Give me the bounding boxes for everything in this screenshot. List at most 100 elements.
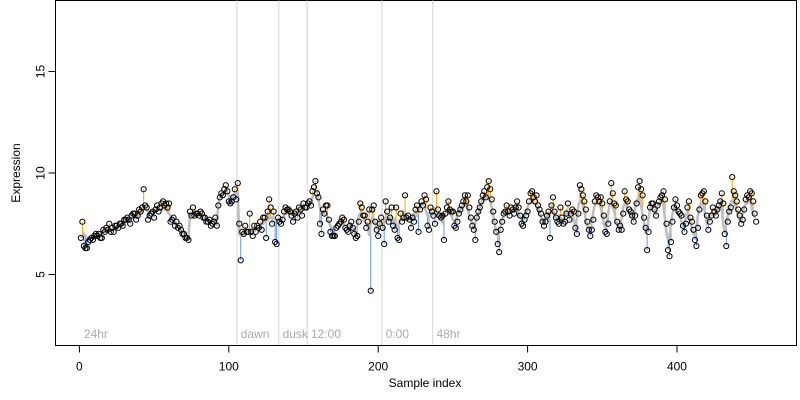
data-point [621, 188, 628, 195]
data-point [151, 214, 158, 221]
data-point [639, 192, 646, 199]
data-point [490, 208, 497, 215]
data-point [685, 198, 693, 205]
data-point [137, 208, 144, 215]
data-point [691, 236, 699, 244]
data-point [594, 194, 601, 201]
data-point [455, 210, 462, 217]
data-point [469, 222, 476, 229]
data-point [449, 208, 456, 215]
data-point [133, 216, 140, 223]
x-tick-label: 100 [219, 360, 239, 374]
data-point [263, 234, 270, 242]
data-point [575, 210, 582, 217]
data-point [397, 210, 404, 217]
data-point [533, 192, 540, 199]
data-point [658, 192, 666, 199]
data-point [215, 202, 222, 209]
data-point [422, 196, 430, 203]
data-point [705, 226, 712, 233]
data-point [180, 230, 188, 237]
data-point [106, 220, 113, 227]
data-point [289, 218, 297, 225]
data-point [488, 196, 495, 203]
data-point [348, 218, 355, 225]
data-point [660, 188, 667, 195]
data-point [310, 184, 318, 191]
segment-labels: 24hr dawn dusk 12:00 0:00 48hr [84, 327, 461, 341]
data-point [739, 216, 746, 223]
data-point [475, 208, 482, 215]
segment-label: 0:00 [386, 327, 410, 341]
data-point [582, 206, 589, 213]
data-point [393, 204, 400, 211]
data-point [723, 242, 730, 250]
data-point [410, 218, 418, 225]
data-point [750, 198, 757, 205]
data-point [735, 206, 742, 213]
data-point [712, 212, 719, 219]
data-point [726, 208, 733, 215]
data-point [162, 200, 170, 207]
data-point [325, 216, 332, 223]
data-point [720, 200, 727, 207]
data-point [714, 206, 721, 213]
data-point [369, 206, 376, 213]
plot-frame [55, 0, 797, 346]
data-point [398, 218, 406, 225]
data-point [703, 212, 710, 219]
data-point [245, 228, 252, 235]
data-point [700, 188, 707, 195]
y-axis: 5 10 15 [34, 65, 56, 278]
data-point [461, 192, 468, 199]
data-point [551, 208, 558, 215]
data-point [258, 226, 265, 233]
data-point [387, 214, 394, 221]
data-point [491, 218, 498, 225]
data-point [419, 202, 427, 209]
data-point [664, 247, 672, 254]
data-point [357, 200, 364, 207]
data-point [511, 210, 518, 217]
data-point [545, 208, 552, 215]
data-point [522, 212, 530, 219]
data-point [185, 236, 192, 244]
data-point [629, 212, 636, 219]
data-point [189, 204, 197, 211]
data-point [645, 228, 652, 235]
data-point [242, 222, 249, 229]
data-point [210, 218, 217, 225]
data-point [186, 208, 194, 215]
data-point [457, 206, 464, 213]
data-point [300, 200, 307, 207]
data-point [213, 222, 220, 229]
data-point [751, 210, 758, 217]
data-point [672, 196, 679, 203]
data-point [587, 232, 594, 240]
data-point [612, 202, 619, 209]
data-point [578, 186, 585, 193]
data-point [364, 218, 371, 225]
data-point [173, 218, 180, 225]
data-point [79, 218, 86, 225]
data-point [733, 198, 740, 205]
data-point [319, 206, 327, 213]
data-point [536, 206, 543, 213]
data-point [558, 214, 566, 221]
data-point [641, 214, 648, 221]
data-point [170, 214, 177, 221]
data-point [355, 218, 362, 225]
data-point [264, 208, 271, 215]
data-point [528, 188, 536, 195]
data-point [463, 198, 470, 205]
data-point [652, 212, 660, 219]
data-point [379, 224, 386, 231]
data-point [599, 200, 606, 207]
segment-label: dusk [283, 327, 309, 341]
y-tick-label: 15 [34, 65, 48, 79]
data-point [119, 222, 126, 229]
data-point [555, 220, 563, 227]
data-point [663, 220, 670, 227]
data-point [370, 202, 377, 209]
data-point [694, 224, 701, 231]
